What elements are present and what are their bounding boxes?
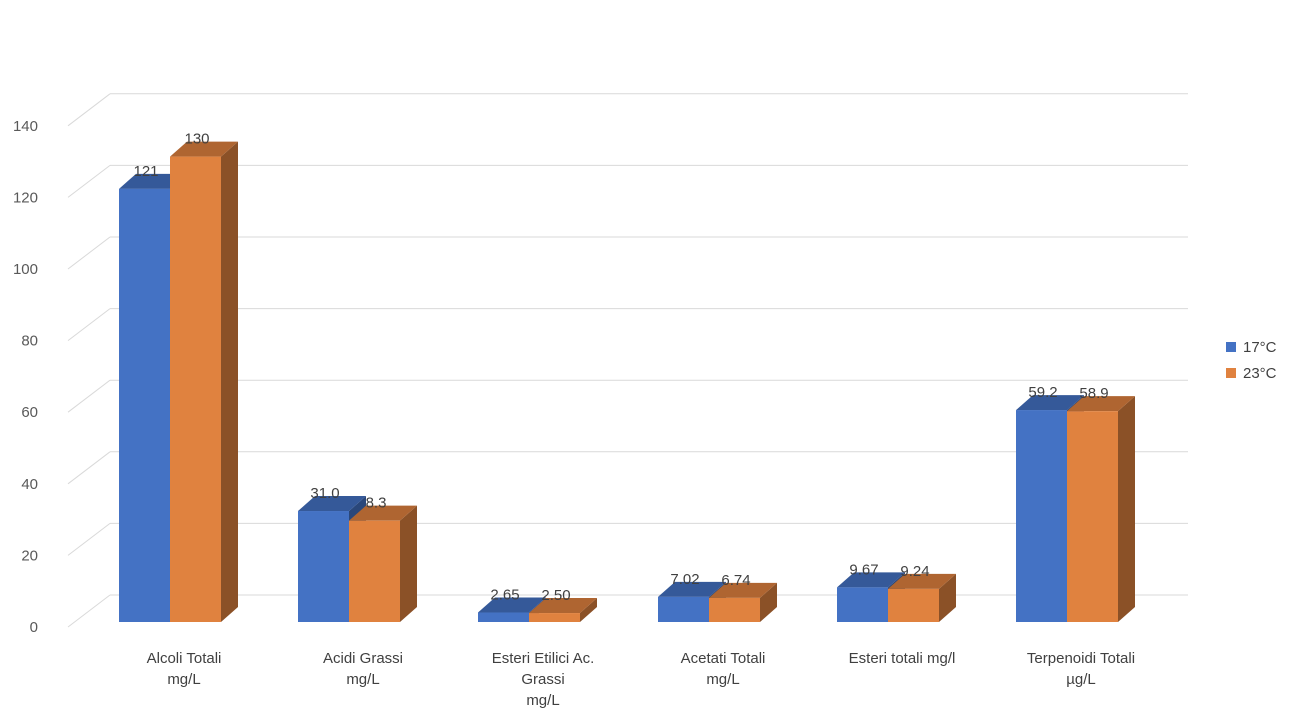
gridline-side (67, 594, 111, 628)
bar-side (221, 141, 238, 622)
category-label: Acetati Totali mg/L (681, 650, 766, 688)
bar-front (478, 612, 529, 622)
bar-top (1067, 396, 1135, 412)
bar-top (837, 572, 905, 588)
bar-front (1016, 410, 1067, 622)
gridline-side (67, 523, 111, 556)
bar-top (709, 582, 777, 598)
legend-item-23c: 23°C (1226, 360, 1277, 386)
legend-item-17c: 17°C (1226, 334, 1277, 360)
y-tick-label: 140 (13, 118, 38, 135)
y-tick-label: 80 (21, 333, 38, 350)
y-tick-label: 40 (21, 476, 38, 493)
bar-top (170, 141, 238, 157)
bar-top (298, 496, 366, 512)
bar-top (529, 598, 597, 614)
y-tick-label: 100 (13, 261, 38, 278)
legend: 17°C 23°C (1226, 334, 1277, 386)
x-axis-categories: Alcoli Totali mg/L Acidi Grassi mg/L Esteri … (147, 650, 1135, 709)
bars (119, 141, 1135, 622)
category-label: Terpenoidi Totali µg/L (1027, 650, 1135, 688)
bar-top (478, 597, 546, 613)
data-label: 58.9 (1079, 385, 1108, 402)
data-label: 121 (133, 163, 158, 180)
y-tick-label: 20 (21, 547, 38, 564)
bar (709, 582, 777, 622)
bar (1067, 396, 1135, 622)
data-label: 31.0 (310, 485, 339, 502)
data-label: 9.24 (900, 563, 929, 580)
y-tick-label: 0 (30, 619, 38, 636)
gridline-side (67, 93, 111, 127)
legend-swatch-23c (1226, 368, 1236, 378)
gridline-side (67, 165, 111, 198)
bar-side (400, 505, 417, 622)
y-tick-label: 60 (21, 404, 38, 421)
data-label: 9.67 (849, 561, 878, 578)
data-label: 6.74 (721, 572, 750, 589)
bar-front (119, 188, 170, 622)
category-label: Esteri Etilici Ac. Grassi mg/L (492, 650, 595, 709)
category-label: Acidi Grassi mg/L (323, 650, 403, 688)
data-label: 130 (184, 131, 209, 148)
category-label: Esteri totali mg/l (849, 650, 956, 667)
data-label: 2.65 (490, 587, 519, 604)
bar-front (170, 156, 221, 622)
gridlines (67, 93, 1188, 628)
bar-front (349, 520, 400, 622)
gridline-side (67, 308, 111, 341)
bar (170, 141, 238, 622)
y-axis-ticks: 0 20 40 60 80 100 120 140 (13, 118, 38, 636)
data-label: 59.2 (1028, 384, 1057, 401)
bar-side (1118, 396, 1135, 622)
data-label: 7.02 (670, 571, 699, 588)
bar-front (837, 587, 888, 622)
gridline-side (67, 236, 111, 270)
bar-side (580, 598, 597, 622)
bar-front (658, 596, 709, 622)
bar-top (349, 505, 417, 521)
bar-front (529, 613, 580, 622)
bar-front (888, 588, 939, 622)
gridline-side (67, 451, 111, 485)
data-labels: 121 130 31.0 8.3 2.65 2.50 7.02 6.74 9.67 9.24 59.… (133, 131, 1108, 604)
y-tick-label: 120 (13, 189, 38, 206)
bar-side (760, 582, 777, 622)
legend-swatch-17c (1226, 342, 1236, 352)
bar-top (1016, 395, 1084, 411)
data-label: 2.50 (541, 587, 570, 604)
legend-label-17c: 17°C (1243, 338, 1277, 356)
bar-side (939, 573, 956, 622)
data-label: 8.3 (366, 495, 387, 512)
bar-top (888, 573, 956, 589)
bar (349, 505, 417, 622)
category-label: Alcoli Totali mg/L (147, 650, 222, 688)
bar (529, 598, 597, 622)
bar-front (709, 597, 760, 622)
gridline-side (67, 379, 111, 413)
bar-top (658, 581, 726, 597)
bar-front (1067, 411, 1118, 622)
bar-front (298, 511, 349, 622)
legend-label-23c: 23°C (1243, 364, 1277, 382)
bar (888, 573, 956, 622)
